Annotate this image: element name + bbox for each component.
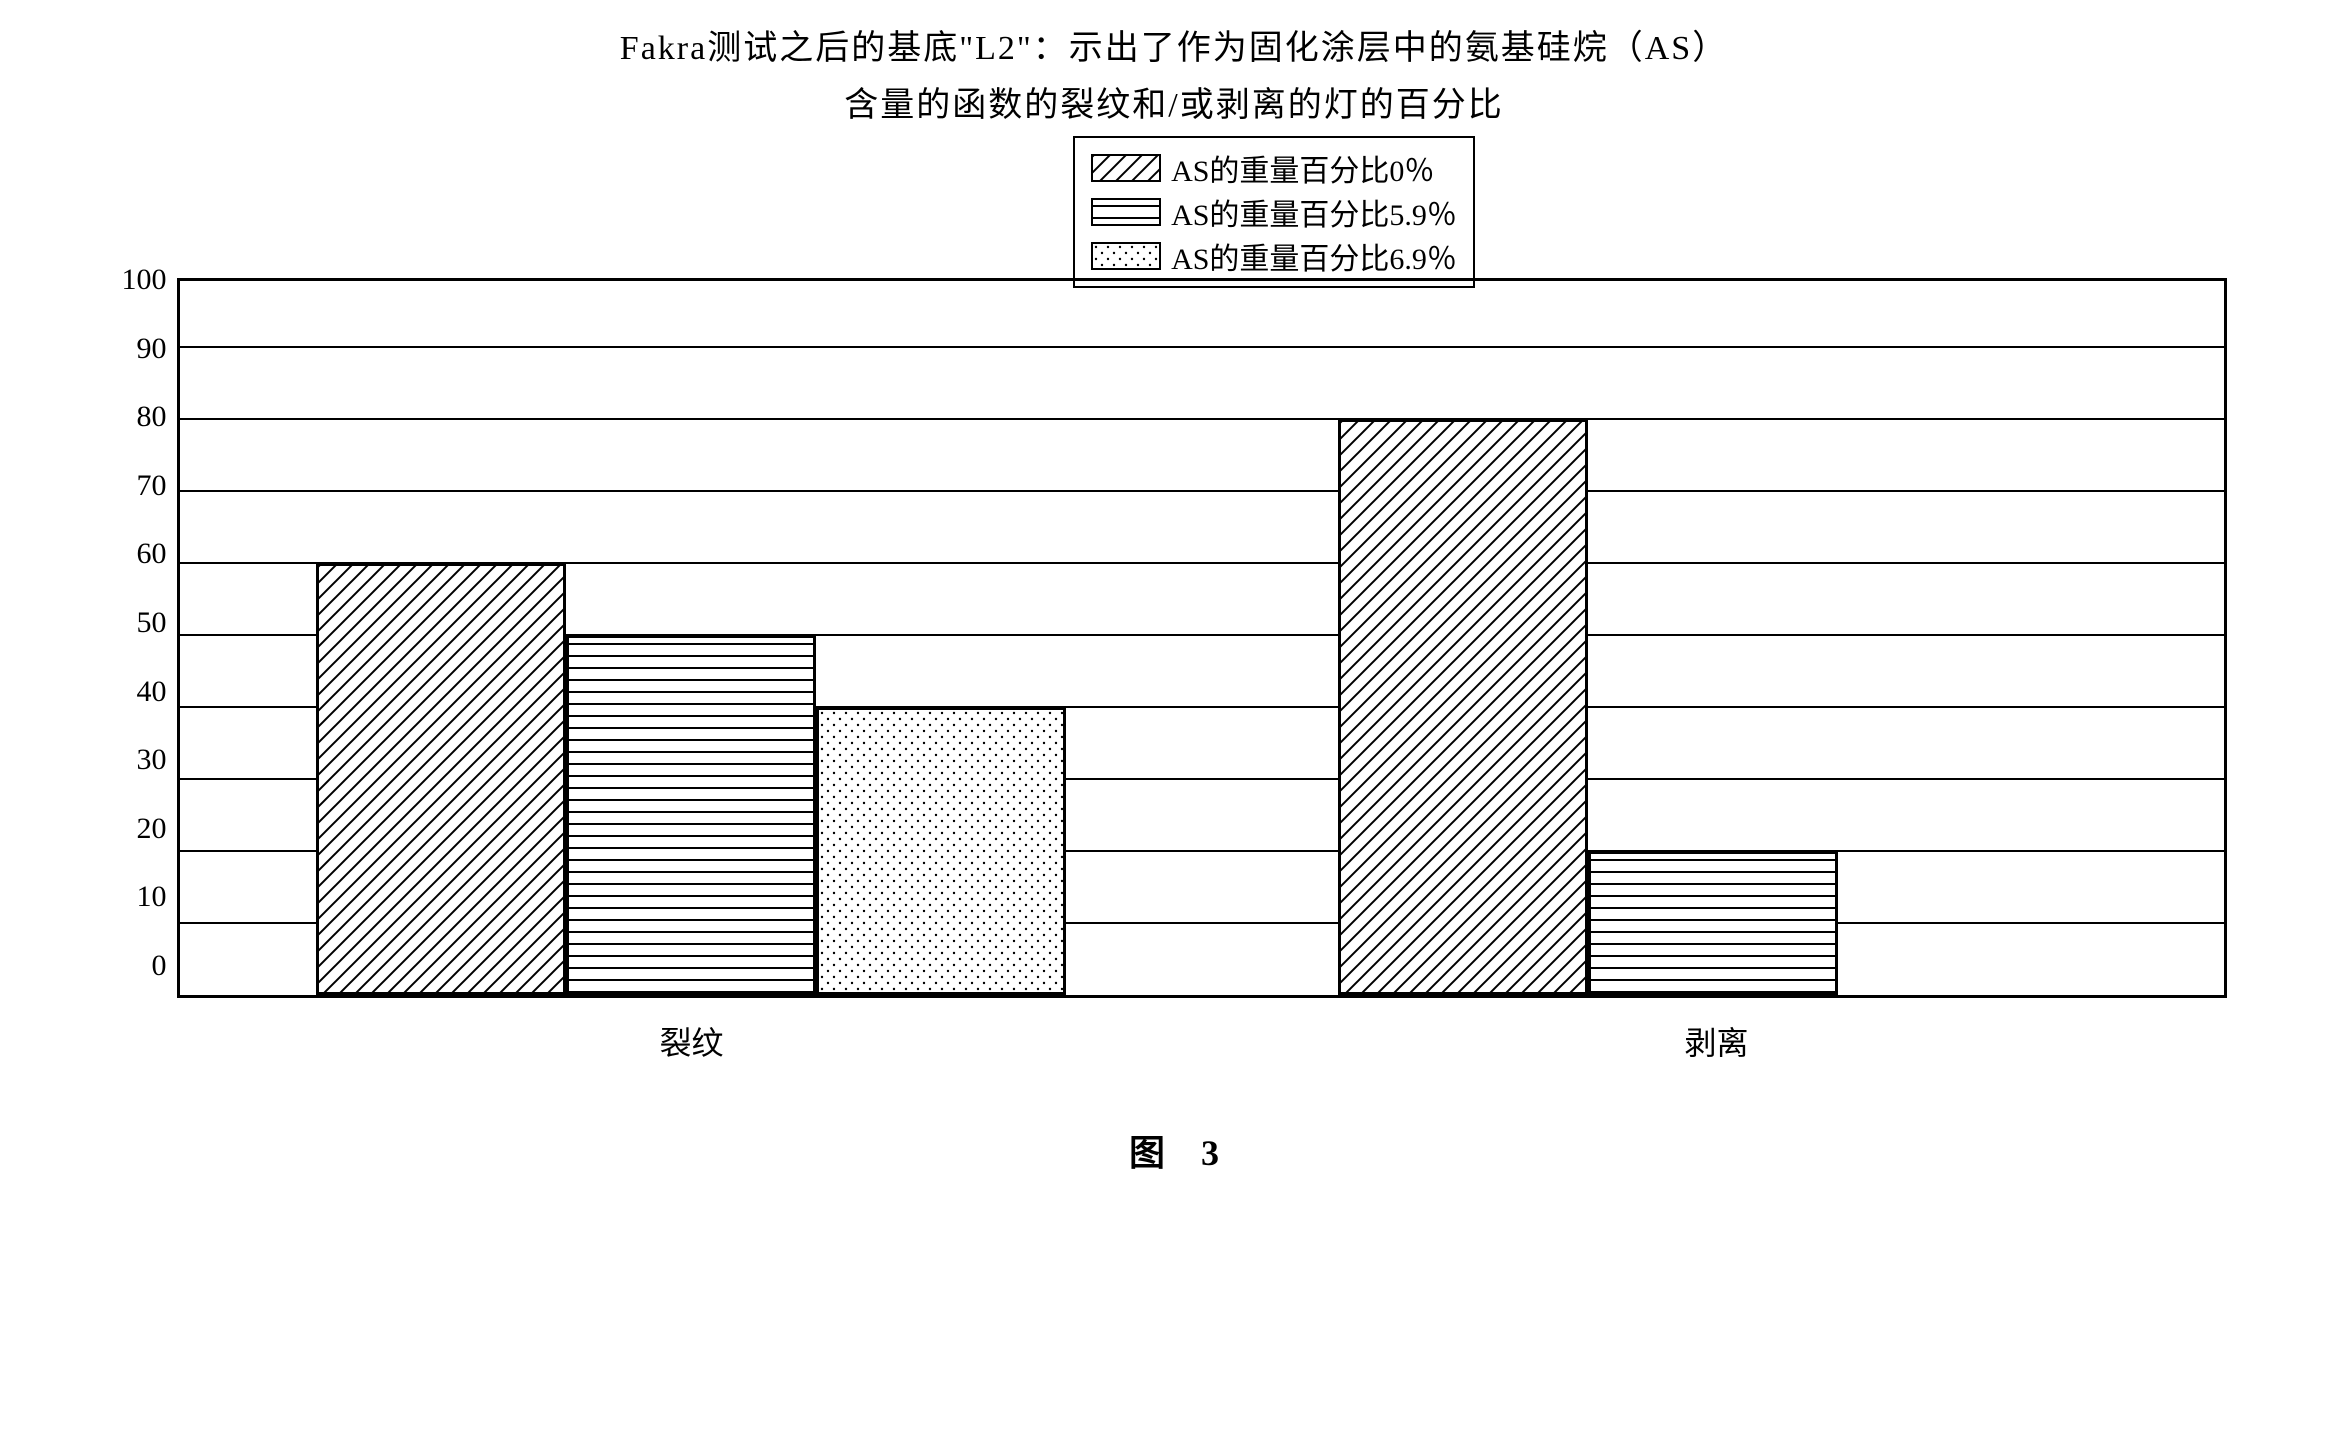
legend-swatch-horizontal <box>1091 198 1161 226</box>
ytick-30: 30 <box>137 743 167 777</box>
legend-item-1: AS的重量百分比5.9％ <box>1091 190 1457 234</box>
chart-container: Fakra测试之后的基底"L2"：示出了作为固化涂层中的氨基硅烷（AS） 含量的… <box>20 20 2328 1176</box>
bar <box>316 563 566 995</box>
x-labels: 裂纹 剥离 <box>179 1018 2229 1064</box>
ytick-40: 40 <box>137 675 167 709</box>
ytick-90: 90 <box>137 332 167 366</box>
ytick-80: 80 <box>137 400 167 434</box>
ytick-10: 10 <box>137 880 167 914</box>
bar <box>1338 419 1588 995</box>
bar <box>566 635 816 995</box>
ytick-100: 100 <box>122 263 167 297</box>
bar-group <box>316 563 1066 995</box>
ytick-50: 50 <box>137 606 167 640</box>
legend-swatch-dots <box>1091 242 1161 270</box>
legend-item-0: AS的重量百分比0％ <box>1091 146 1457 190</box>
legend-label-2: AS的重量百分比6.9％ <box>1171 234 1457 278</box>
bar <box>1588 851 1838 995</box>
chart-title-line2: 含量的函数的裂纹和/或剥离的灯的百分比 <box>844 77 1503 126</box>
xlabel-0: 裂纹 <box>659 1018 723 1064</box>
bar <box>816 707 1066 995</box>
ytick-20: 20 <box>137 812 167 846</box>
legend-label-0: AS的重量百分比0％ <box>1171 146 1434 190</box>
bar-group <box>1338 419 2088 995</box>
plot-area <box>177 278 2227 998</box>
ytick-60: 60 <box>137 537 167 571</box>
legend-item-2: AS的重量百分比6.9％ <box>1091 234 1457 278</box>
ytick-0: 0 <box>152 949 167 983</box>
xlabel-1: 剥离 <box>1684 1018 1748 1064</box>
ytick-70: 70 <box>137 469 167 503</box>
legend-swatch-diagonal <box>1091 154 1161 182</box>
legend-label-1: AS的重量百分比5.9％ <box>1171 190 1457 234</box>
legend-box: AS的重量百分比0％ AS的重量百分比5.9％ AS的重量百分比6.9％ <box>1073 136 1475 288</box>
chart-title-line1: Fakra测试之后的基底"L2"：示出了作为固化涂层中的氨基硅烷（AS） <box>620 20 1728 69</box>
figure-label: 图 3 <box>1129 1124 1219 1176</box>
y-axis: 100 90 80 70 60 50 40 30 20 10 0 <box>122 263 177 983</box>
bar-groups <box>180 281 2224 995</box>
chart-wrapper: 100 90 80 70 60 50 40 30 20 10 0 <box>122 278 2227 998</box>
